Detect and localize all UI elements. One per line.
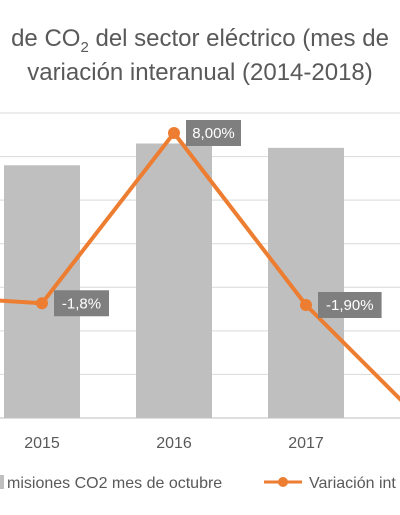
svg-text:-1,8%: -1,8% [62,295,101,312]
x-tick-2016: 2016 [156,435,192,452]
data-labels: -1,8% 8,00% -1,90% [54,120,382,318]
bar-series [4,143,344,419]
x-tick-2017: 2017 [288,435,324,452]
chart-title-line-2: variación interanual (2014-2018) [27,59,373,86]
svg-text:8,00%: 8,00% [192,125,235,142]
x-axis-ticks: 2015 2016 2017 [24,435,324,452]
chart-title-line-1: de CO2 del sector eléctrico (mes de [11,25,389,56]
svg-text:-1,90%: -1,90% [326,297,374,314]
legend-label-bars: misiones CO2 mes de octubre [7,475,222,492]
legend-swatch-marker [278,477,288,487]
bar-2016[interactable] [136,143,212,419]
legend[interactable]: misiones CO2 mes de octubre Variación in… [0,475,396,492]
data-label-2015: -1,8% [54,290,109,317]
line-point-2017[interactable] [300,299,312,311]
data-label-2016: 8,00% [186,120,241,146]
line-series [0,127,400,402]
legend-swatch-bars [0,475,4,489]
data-label-2017: -1,90% [318,292,382,318]
line-point-2015[interactable] [36,297,48,310]
line-point-2016[interactable] [168,127,180,139]
legend-label-line: Variación int [309,475,396,492]
x-tick-2015: 2015 [24,435,60,452]
bar-2017[interactable] [268,147,344,418]
